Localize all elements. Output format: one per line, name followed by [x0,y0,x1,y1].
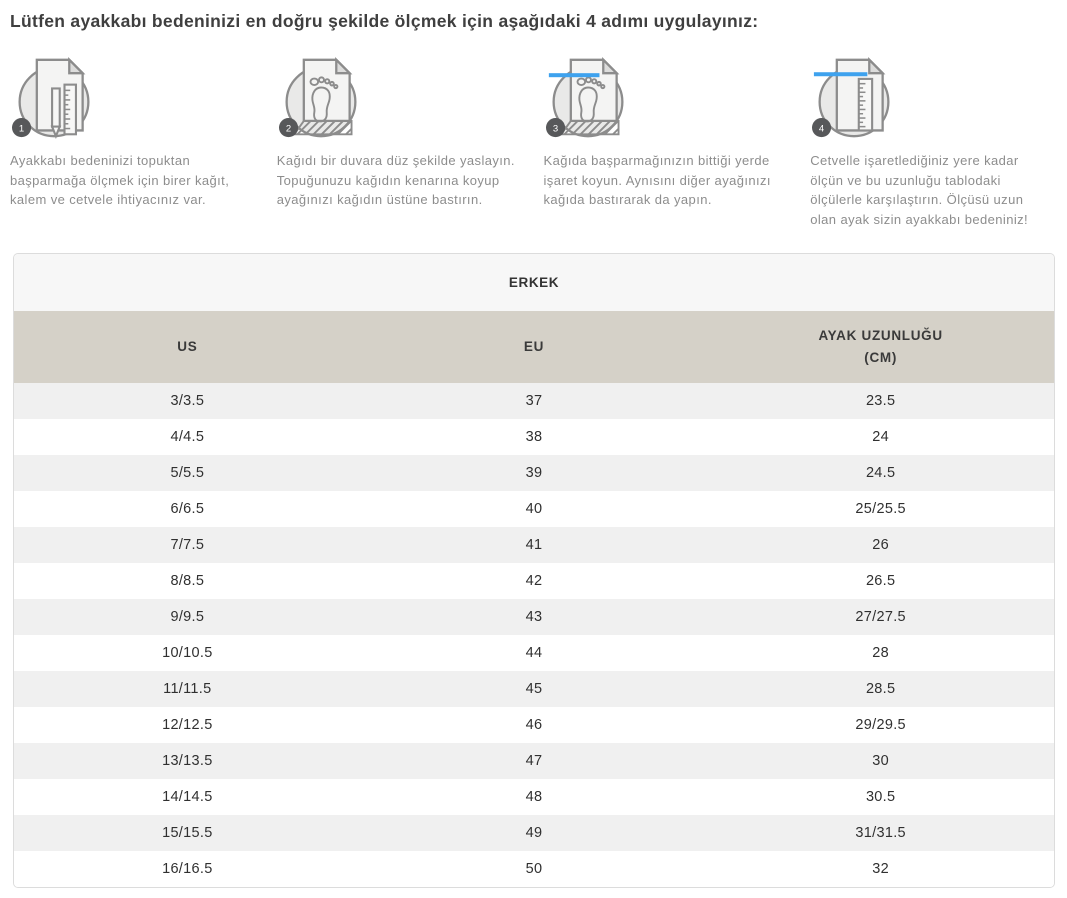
us-size-cell: 12/12.5 [14,707,361,743]
table-row: 12/12.5 46 29/29.5 [14,707,1054,743]
foot-length-cell: 23.5 [707,383,1054,419]
eu-size-cell: 42 [360,563,708,599]
eu-size-cell: 38 [360,419,708,455]
foot-length-cell: 24.5 [707,455,1054,491]
foot-length-cell: 32 [707,851,1054,887]
table-row: 13/13.5 47 30 [14,743,1054,779]
eu-size-cell: 46 [360,707,708,743]
us-size-cell: 10/10.5 [14,635,361,671]
eu-size-cell: 49 [360,815,708,851]
eu-size-cell: 43 [360,599,708,635]
foot-length-cell: 28 [707,635,1054,671]
step-2: 2 Kağıdı bir duvara düz şekilde yaslayın… [277,56,516,229]
foot-length-cell: 29/29.5 [707,707,1054,743]
eu-size-cell: 47 [360,743,708,779]
us-size-cell: 9/9.5 [14,599,361,635]
table-row: 11/11.5 45 28.5 [14,671,1054,707]
size-table: ERKEK US EU AYAK UZUNLUĞU (CM) 3/3.5 37 … [14,254,1054,887]
foot-length-cell: 30.5 [707,779,1054,815]
steps-row: 1 Ayakkabı bedeninizi topuktan başparmağ… [0,56,1067,229]
col-header-eu: EU [360,311,708,383]
step-4: 4 Cetvelle işaretlediğiniz yere kadar öl… [810,56,1049,229]
eu-size-cell: 40 [360,491,708,527]
size-table-body: 3/3.5 37 23.5 4/4.5 38 24 5/5.5 39 24.5 … [14,383,1054,887]
eu-size-cell: 48 [360,779,708,815]
step-number-badge: 4 [819,123,825,134]
step-text: Ayakkabı bedeninizi topuktan başparmağa … [10,153,230,207]
table-row: 8/8.5 42 26.5 [14,563,1054,599]
table-row: 15/15.5 49 31/31.5 [14,815,1054,851]
step-number-badge: 3 [552,123,557,134]
table-group-header: ERKEK [14,254,1054,311]
us-size-cell: 11/11.5 [14,671,361,707]
col-header-foot-length-unit: (CM) [864,350,898,365]
us-size-cell: 15/15.5 [14,815,361,851]
step-text: Kağıda başparmağınızın bittiği yerde işa… [543,153,771,207]
foot-length-cell: 26.5 [707,563,1054,599]
foot-length-cell: 30 [707,743,1054,779]
eu-size-cell: 50 [360,851,708,887]
eu-size-cell: 41 [360,527,708,563]
us-size-cell: 8/8.5 [14,563,361,599]
table-row: 6/6.5 40 25/25.5 [14,491,1054,527]
size-table-card: ERKEK US EU AYAK UZUNLUĞU (CM) 3/3.5 37 … [13,253,1055,888]
foot-length-cell: 31/31.5 [707,815,1054,851]
foot-length-cell: 27/27.5 [707,599,1054,635]
us-size-cell: 4/4.5 [14,419,361,455]
table-group-row: ERKEK [14,254,1054,311]
us-size-cell: 13/13.5 [14,743,361,779]
us-size-cell: 5/5.5 [14,455,361,491]
table-row: 5/5.5 39 24.5 [14,455,1054,491]
step-3: 3 Kağıda başparmağınızın bittiği yerde i… [544,56,783,229]
eu-size-cell: 37 [360,383,708,419]
step-text: Kağıdı bir duvara düz şekilde yaslayın. … [276,153,515,207]
step-number-badge: 2 [286,123,291,134]
table-row: 14/14.5 48 30.5 [14,779,1054,815]
mark-line [548,73,599,78]
col-header-foot-length-label: AYAK UZUNLUĞU [818,328,943,344]
table-row: 3/3.5 37 23.5 [14,383,1054,419]
us-size-cell: 7/7.5 [14,527,361,563]
eu-size-cell: 45 [360,671,708,707]
us-size-cell: 6/6.5 [14,491,361,527]
foot-on-paper-icon: 2 [277,56,516,140]
table-row: 9/9.5 43 27/27.5 [14,599,1054,635]
table-row: 4/4.5 38 24 [14,419,1054,455]
foot-length-cell: 25/25.5 [707,491,1054,527]
table-row: 16/16.5 50 32 [14,851,1054,887]
toe-mark-line-icon: 3 [544,56,783,140]
table-row: 7/7.5 41 26 [14,527,1054,563]
step-1: 1 Ayakkabı bedeninizi topuktan başparmağ… [10,56,249,229]
foot-length-cell: 28.5 [707,671,1054,707]
table-column-header-row: US EU AYAK UZUNLUĞU (CM) [14,311,1054,383]
table-row: 10/10.5 44 28 [14,635,1054,671]
step-number-badge: 1 [19,123,24,134]
col-header-foot-length: AYAK UZUNLUĞU (CM) [707,311,1054,383]
paper-pencil-ruler-icon: 1 [10,56,249,140]
us-size-cell: 3/3.5 [14,383,361,419]
step-text: Cetvelle işaretlediğiniz yere kadar ölçü… [810,153,1029,227]
foot-length-cell: 26 [707,527,1054,563]
us-size-cell: 14/14.5 [14,779,361,815]
foot-length-cell: 24 [707,419,1054,455]
page-title: Lütfen ayakkabı bedeninizi en doğru şeki… [10,11,759,31]
col-header-us: US [14,311,361,383]
eu-size-cell: 44 [360,635,708,671]
eu-size-cell: 39 [360,455,708,491]
ruler-measure-icon: 4 [810,56,1049,140]
measure-line [814,72,868,77]
us-size-cell: 16/16.5 [14,851,361,887]
